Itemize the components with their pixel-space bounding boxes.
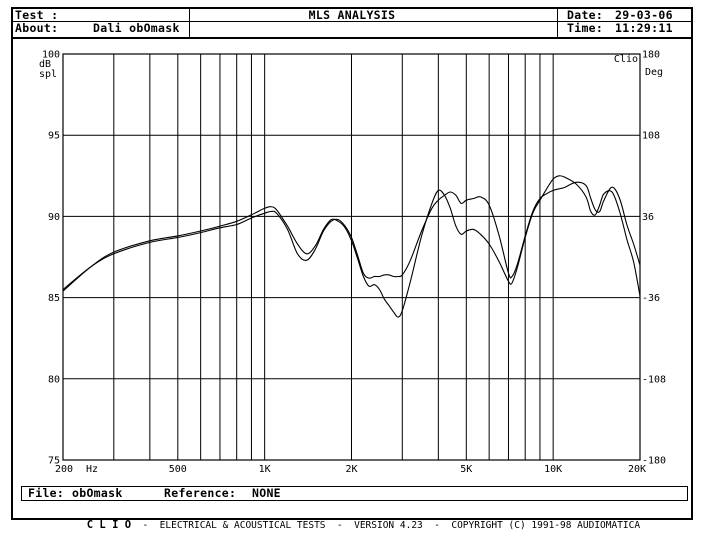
chart-labels: 75 80 85 90 95 100 -180 -108 -36 36 108 180 200 500 1K… <box>39 50 666 476</box>
y-axis-label-line2: spl <box>39 69 57 80</box>
x-tick-label: 2K <box>345 464 357 475</box>
y2-tick-label: -180 <box>642 456 666 467</box>
y-tick-label: 95 <box>48 131 60 142</box>
footer-bar: C L I O - ELECTRICAL & ACOUSTICAL TESTS … <box>86 519 641 531</box>
plot-area: 75 80 85 90 95 100 -180 -108 -36 36 108 180 200 500 1K… <box>13 39 691 484</box>
x-tick-label: 500 <box>169 464 187 475</box>
response-curve-1 <box>62 175 641 318</box>
time-label: Time: <box>567 21 604 35</box>
reference-value: NONE <box>252 486 281 500</box>
file-info-bar: File: obOmask Reference: NONE <box>21 486 688 501</box>
y-tick-label: 75 <box>48 456 60 467</box>
y2-tick-label: 180 <box>642 50 660 61</box>
corner-label: Clio <box>614 54 638 65</box>
y-tick-label: 90 <box>48 212 60 223</box>
y2-tick-label: 108 <box>642 131 660 142</box>
chart-curves <box>62 175 641 318</box>
file-label: File: <box>28 486 65 500</box>
window-title: MLS ANALYSIS <box>308 8 396 22</box>
chart-grid <box>62 53 641 461</box>
x-tick-label: 10K <box>544 464 562 475</box>
footer-brand: C L I O <box>86 519 132 531</box>
y-axis-label-line1: dB <box>39 59 51 70</box>
reference-label: Reference: <box>164 486 237 500</box>
y2-tick-label: 36 <box>642 212 654 223</box>
x-tick-label: 20K <box>628 464 646 475</box>
footer-text: ELECTRICAL & ACOUSTICAL TESTS - VERSION … <box>159 520 641 531</box>
x-tick-label: 5K <box>460 464 472 475</box>
y2-axis-label: Deg <box>645 67 663 78</box>
frequency-response-chart: 75 80 85 90 95 100 -180 -108 -36 36 108 180 200 500 1K… <box>39 50 666 476</box>
y-tick-label: 85 <box>48 293 60 304</box>
x-unit-label: Hz <box>86 464 98 475</box>
file-value: obOmask <box>72 486 123 500</box>
y-tick-label: 80 <box>48 374 60 385</box>
y2-tick-label: -36 <box>642 293 660 304</box>
y2-tick-label: -108 <box>642 374 666 385</box>
response-curve-2 <box>62 181 641 290</box>
about-value: Dali obOmask <box>93 21 180 35</box>
date-value: 29-03-06 <box>615 8 673 22</box>
analysis-window: Test : MLS ANALYSIS Date: 29-03-06 About… <box>11 7 693 531</box>
x-tick-label: 1K <box>259 464 271 475</box>
header-row-1 <box>13 9 691 22</box>
header-panel: Test : MLS ANALYSIS Date: 29-03-06 About… <box>13 9 691 39</box>
y-tick-label: 100 <box>42 50 60 61</box>
about-label: About: <box>15 21 59 35</box>
test-label: Test : <box>15 8 59 22</box>
time-value: 11:29:11 <box>615 21 673 35</box>
header-separator-left <box>189 9 190 37</box>
date-label: Date: <box>567 8 604 22</box>
header-separator-right <box>557 9 558 37</box>
x-tick-label: 200 <box>55 464 73 475</box>
